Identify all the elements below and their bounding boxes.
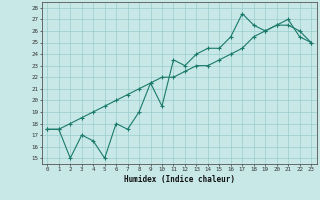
X-axis label: Humidex (Indice chaleur): Humidex (Indice chaleur) — [124, 175, 235, 184]
